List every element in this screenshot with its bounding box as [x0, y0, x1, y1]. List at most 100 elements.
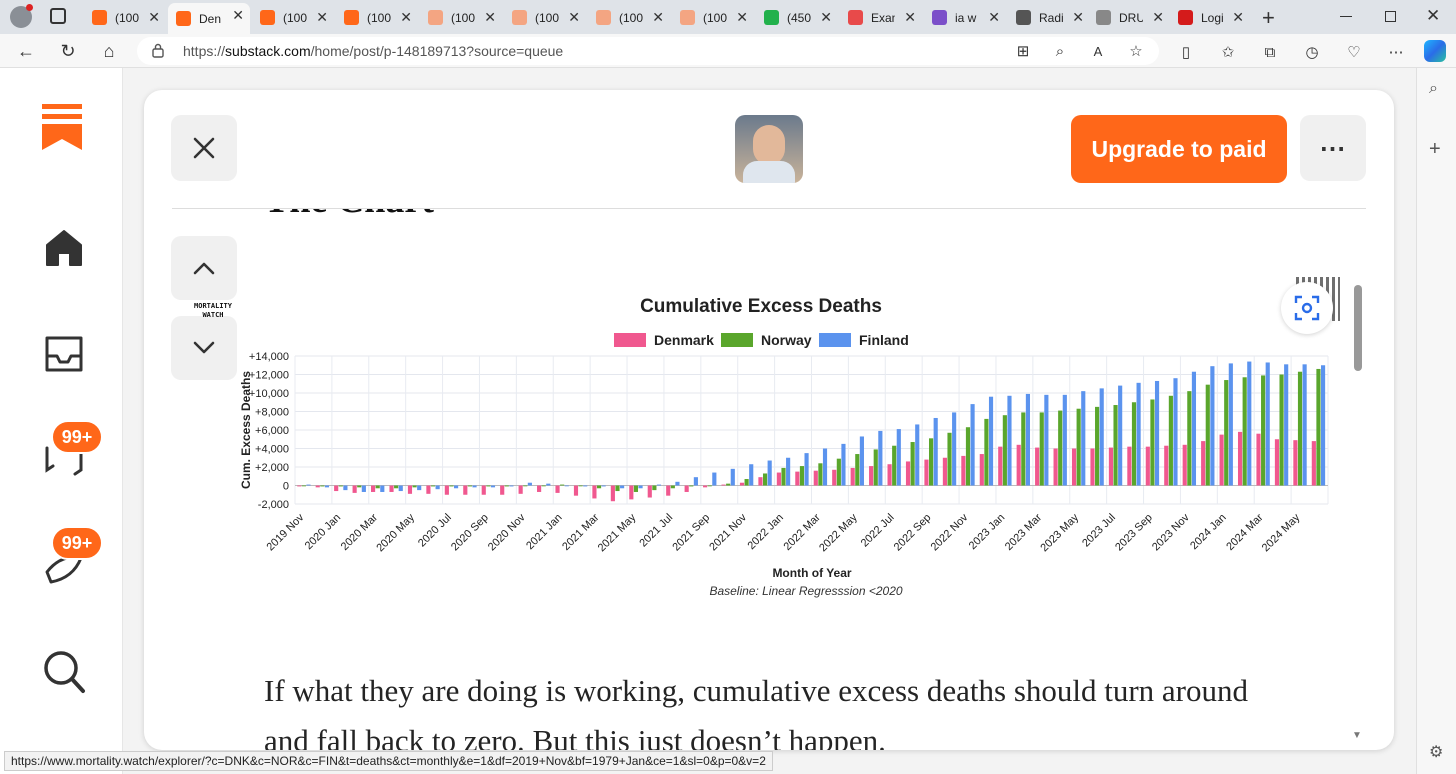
bar-finland	[638, 485, 643, 489]
y-tick-label: +2,000	[255, 462, 289, 474]
search-icon[interactable]: ⌕	[1429, 80, 1438, 97]
read-aloud-icon[interactable]: A	[1093, 43, 1103, 59]
browser-tab[interactable]: DRU ✕	[1088, 5, 1170, 30]
bar-denmark	[389, 485, 394, 492]
bar-denmark	[334, 485, 339, 492]
x-tick-label: 2024 May	[1260, 511, 1303, 554]
x-tick-label: 2023 Jan	[967, 512, 1007, 552]
tab-close-icon[interactable]: ✕	[904, 9, 916, 25]
tab-actions-icon[interactable]	[50, 8, 66, 24]
browser-tab[interactable]: Radi ✕	[1008, 5, 1090, 30]
y-tick-label: +4,000	[255, 444, 289, 456]
tab-favicon-icon	[176, 11, 191, 26]
collections-icon[interactable]: ⧉	[1264, 43, 1276, 61]
tab-close-icon[interactable]: ✕	[820, 9, 832, 25]
tab-title: Radi	[1039, 10, 1063, 25]
scrollbar-thumb[interactable]	[1354, 285, 1362, 371]
bar-denmark	[352, 485, 357, 493]
bar-finland	[786, 457, 791, 486]
tab-close-icon[interactable]: ✕	[568, 9, 580, 25]
tab-close-icon[interactable]: ✕	[1232, 9, 1244, 25]
bar-denmark	[1127, 446, 1132, 486]
legend-swatch	[819, 333, 851, 347]
tab-close-icon[interactable]: ✕	[988, 9, 1000, 25]
split-screen-icon[interactable]: ▯	[1181, 44, 1191, 61]
tab-close-icon[interactable]: ✕	[736, 9, 748, 25]
close-window-icon[interactable]: ✕	[1426, 6, 1441, 25]
search-nav-icon[interactable]	[38, 646, 90, 698]
browser-tab[interactable]: (100 ✕	[84, 5, 166, 30]
browser-tab[interactable]: ia w ✕	[924, 5, 1006, 30]
scroll-down-arrow-icon[interactable]: ▼	[1352, 730, 1362, 741]
back-icon[interactable]: ←	[17, 40, 35, 61]
restore-icon[interactable]	[1385, 11, 1396, 22]
chevron-down-icon	[193, 341, 215, 354]
tab-close-icon[interactable]: ✕	[148, 9, 160, 25]
favorite-star-icon[interactable]: ☆	[1129, 43, 1143, 60]
chat-nav-icon[interactable]	[38, 432, 90, 484]
bar-denmark	[629, 485, 634, 500]
bar-denmark	[869, 466, 874, 486]
browser-tab[interactable]: Exan ✕	[840, 5, 922, 30]
browser-tab[interactable]: (100 ✕	[336, 5, 418, 30]
browser-tab[interactable]: (100 ✕	[588, 5, 670, 30]
status-bar-link-preview: https://www.mortality.watch/explorer/?c=…	[4, 751, 773, 771]
settings-icon[interactable]: ⚙	[1429, 744, 1444, 761]
previous-post-button[interactable]	[171, 236, 237, 300]
close-button[interactable]	[171, 115, 237, 181]
upgrade-to-paid-button[interactable]: Upgrade to paid	[1071, 115, 1287, 183]
history-icon[interactable]: ◷	[1305, 44, 1319, 61]
tab-close-icon[interactable]: ✕	[316, 9, 328, 25]
bar-finland	[361, 485, 366, 492]
bar-denmark	[444, 485, 449, 495]
refresh-icon[interactable]: ↻	[60, 40, 76, 61]
tab-title: (100	[535, 10, 559, 25]
visual-search-button[interactable]	[1281, 282, 1333, 334]
browser-tab[interactable]: (100 ✕	[420, 5, 502, 30]
bar-denmark	[555, 485, 560, 493]
add-sidebar-icon[interactable]: +	[1429, 138, 1441, 160]
bar-denmark	[1256, 433, 1261, 486]
tab-close-icon[interactable]: ✕	[484, 9, 496, 25]
url-field[interactable]: https://substack.com/home/post/p-1481897…	[137, 37, 1159, 65]
more-options-button[interactable]: ⋯	[1300, 115, 1366, 181]
bar-finland	[564, 485, 569, 487]
browser-tab[interactable]: (450 ✕	[756, 5, 838, 30]
browser-tab[interactable]: Den ✕	[168, 3, 250, 34]
tab-close-icon[interactable]: ✕	[1152, 9, 1164, 25]
bar-finland	[804, 453, 809, 486]
tab-title: Exan	[871, 10, 895, 25]
url-text: https://substack.com/home/post/p-1481897…	[183, 43, 564, 59]
next-post-button[interactable]	[171, 316, 237, 380]
browser-tab[interactable]: (100 ✕	[252, 5, 334, 30]
lock-icon[interactable]	[151, 43, 165, 58]
tab-close-icon[interactable]: ✕	[652, 9, 664, 25]
tab-close-icon[interactable]: ✕	[1072, 9, 1084, 25]
browser-tab[interactable]: (100 ✕	[504, 5, 586, 30]
copilot-icon[interactable]	[1424, 40, 1446, 62]
new-tab-icon[interactable]: +	[1262, 5, 1275, 30]
substack-logo-icon[interactable]	[42, 104, 82, 150]
zoom-icon[interactable]: ⌕	[1055, 42, 1065, 60]
tab-close-icon[interactable]: ✕	[232, 7, 244, 23]
x-tick-label: 2021 Sep	[670, 512, 712, 554]
inbox-nav-icon[interactable]	[38, 328, 90, 380]
tab-favicon-icon	[680, 10, 695, 25]
browser-tab[interactable]: (100 ✕	[672, 5, 754, 30]
browser-essentials-icon[interactable]: ♡	[1347, 44, 1361, 61]
more-menu-icon[interactable]: ⋯	[1388, 44, 1404, 61]
home-nav-icon[interactable]	[38, 222, 90, 274]
app-available-icon[interactable]: ⊞	[1016, 43, 1030, 60]
bar-denmark	[592, 485, 597, 499]
favorites-icon[interactable]: ✩	[1221, 44, 1235, 61]
profile-icon[interactable]	[10, 6, 32, 28]
bar-denmark	[481, 485, 486, 495]
bar-denmark	[776, 472, 781, 486]
author-avatar[interactable]	[735, 115, 803, 183]
home-icon[interactable]: ⌂	[103, 40, 115, 61]
bar-norway	[338, 485, 343, 487]
profile-notification-dot	[26, 4, 33, 11]
tab-close-icon[interactable]: ✕	[400, 9, 412, 25]
browser-tab[interactable]: Logi ✕	[1170, 5, 1250, 30]
minimize-icon[interactable]	[1340, 16, 1352, 17]
